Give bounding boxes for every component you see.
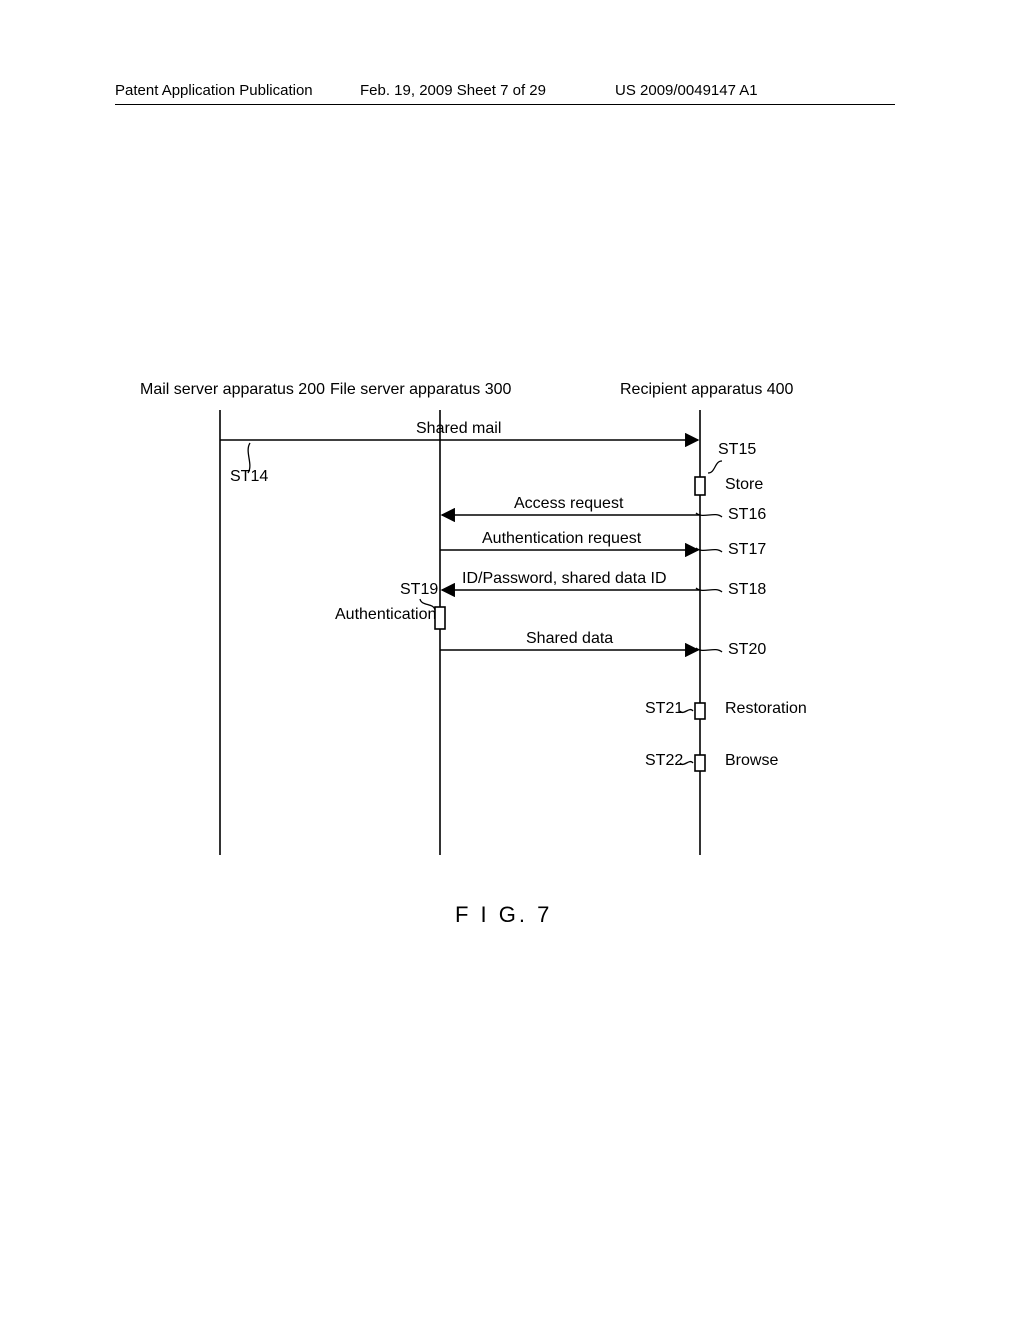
step-st21: ST21: [645, 700, 683, 718]
header-left: Patent Application Publication: [115, 82, 313, 99]
header-rule: [115, 104, 895, 105]
figure-label: F I G. 7: [455, 902, 552, 928]
activation-a_store: [695, 477, 705, 495]
activation-a_rest: [695, 703, 705, 719]
message-label-m_idpw: ID/Password, shared data ID: [462, 570, 667, 588]
message-label-m_auth_req: Authentication request: [482, 530, 641, 548]
step-st19_auth: Authentication: [335, 606, 436, 624]
message-label-m_shared_mail: Shared mail: [416, 420, 501, 438]
step-st15_store: Store: [725, 476, 763, 494]
step-st22_browse: Browse: [725, 752, 778, 770]
leader-st15: [708, 461, 722, 473]
header-right: US 2009/0049147 A1: [615, 82, 758, 99]
header-center: Feb. 19, 2009 Sheet 7 of 29: [360, 82, 546, 99]
step-st21_rest: Restoration: [725, 700, 807, 718]
step-st14: ST14: [230, 468, 268, 486]
step-st22: ST22: [645, 752, 683, 770]
step-st16: ST16: [728, 506, 766, 524]
step-st15: ST15: [718, 441, 756, 459]
activation-a_browse: [695, 755, 705, 771]
step-st18: ST18: [728, 581, 766, 599]
activation-a_auth: [435, 607, 445, 629]
sequence-diagram: [140, 385, 900, 905]
lifeline-label-mail: Mail server apparatus 200: [140, 381, 325, 399]
step-st19: ST19: [400, 581, 438, 599]
page-header: Patent Application Publication Feb. 19, …: [0, 82, 1024, 102]
lifeline-label-recipient: Recipient apparatus 400: [620, 381, 793, 399]
step-st20: ST20: [728, 641, 766, 659]
lifeline-label-file: File server apparatus 300: [330, 381, 511, 399]
step-st17: ST17: [728, 541, 766, 559]
sequence-svg: [140, 385, 900, 905]
page: Patent Application Publication Feb. 19, …: [0, 0, 1024, 1320]
message-label-m_shared_data: Shared data: [526, 630, 613, 648]
message-label-m_access_req: Access request: [514, 495, 623, 513]
